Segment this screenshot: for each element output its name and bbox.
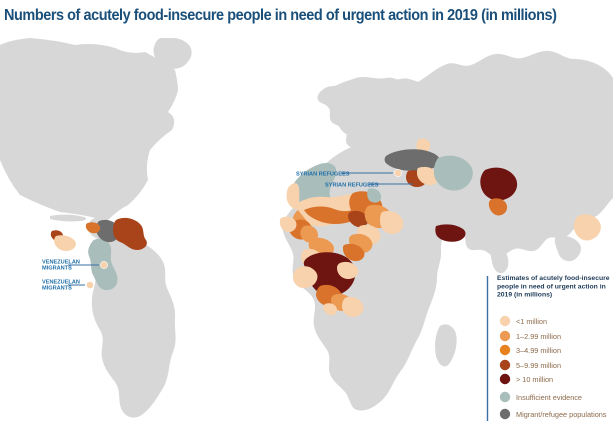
- svg-text:1–2.99 million: 1–2.99 million: [516, 332, 561, 341]
- svg-text:Estimates of acutely food-inse: Estimates of acutely food-insecure: [497, 275, 610, 282]
- svg-text:> 10 million: > 10 million: [516, 375, 553, 384]
- svg-text:Migrant/refugee populations: Migrant/refugee populations: [516, 410, 607, 419]
- svg-text:SYRIAN REFUGEES: SYRIAN REFUGEES: [325, 183, 379, 189]
- svg-text:MIGRANTS: MIGRANTS: [42, 286, 72, 292]
- svg-text:<1 million: <1 million: [516, 317, 547, 326]
- svg-text:5–9.99 million: 5–9.99 million: [516, 361, 561, 370]
- svg-text:Insufficient evidence: Insufficient evidence: [516, 393, 582, 402]
- svg-text:3–4.99 million: 3–4.99 million: [516, 346, 561, 355]
- svg-text:2019 (in millions): 2019 (in millions): [497, 292, 552, 299]
- svg-text:people in need of urgent actio: people in need of urgent action in: [497, 283, 606, 290]
- svg-text:MIGRANTS: MIGRANTS: [42, 266, 72, 272]
- svg-text:SYRIAN REFUGEES: SYRIAN REFUGEES: [296, 172, 350, 178]
